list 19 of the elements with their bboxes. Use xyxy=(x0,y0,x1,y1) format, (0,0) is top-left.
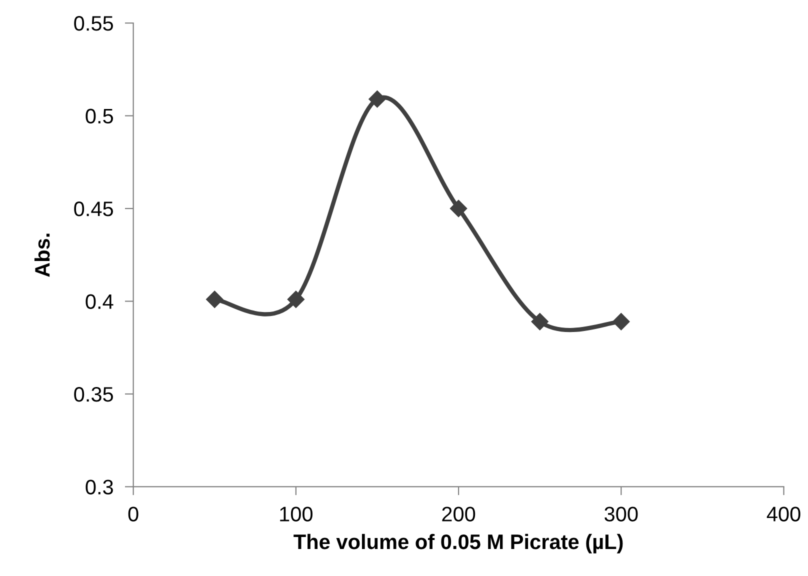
y-tick-label: 0.55 xyxy=(74,16,114,31)
x-axis-title: The volume of 0.05 M Picrate (µL) xyxy=(294,534,623,554)
point xyxy=(531,313,548,330)
y-axis-title: Abs. xyxy=(34,234,50,277)
x-tick-label: 200 xyxy=(442,506,476,522)
y-tick-label: 0.3 xyxy=(86,480,113,494)
y-tick-label: 0.5 xyxy=(86,108,114,124)
y-tick-label: 0.35 xyxy=(74,386,114,402)
y-tick-label: 0.4 xyxy=(86,294,114,309)
y-tick-label: 0.45 xyxy=(74,202,114,216)
point xyxy=(287,290,304,308)
x-tick-label: 400 xyxy=(766,506,800,522)
point xyxy=(612,313,630,330)
x-tick-label: 0 xyxy=(128,506,138,522)
point xyxy=(206,290,224,308)
x-tick-label: 300 xyxy=(604,506,638,522)
x-tick-label: 100 xyxy=(280,506,312,522)
point xyxy=(450,200,468,218)
point xyxy=(368,90,386,108)
